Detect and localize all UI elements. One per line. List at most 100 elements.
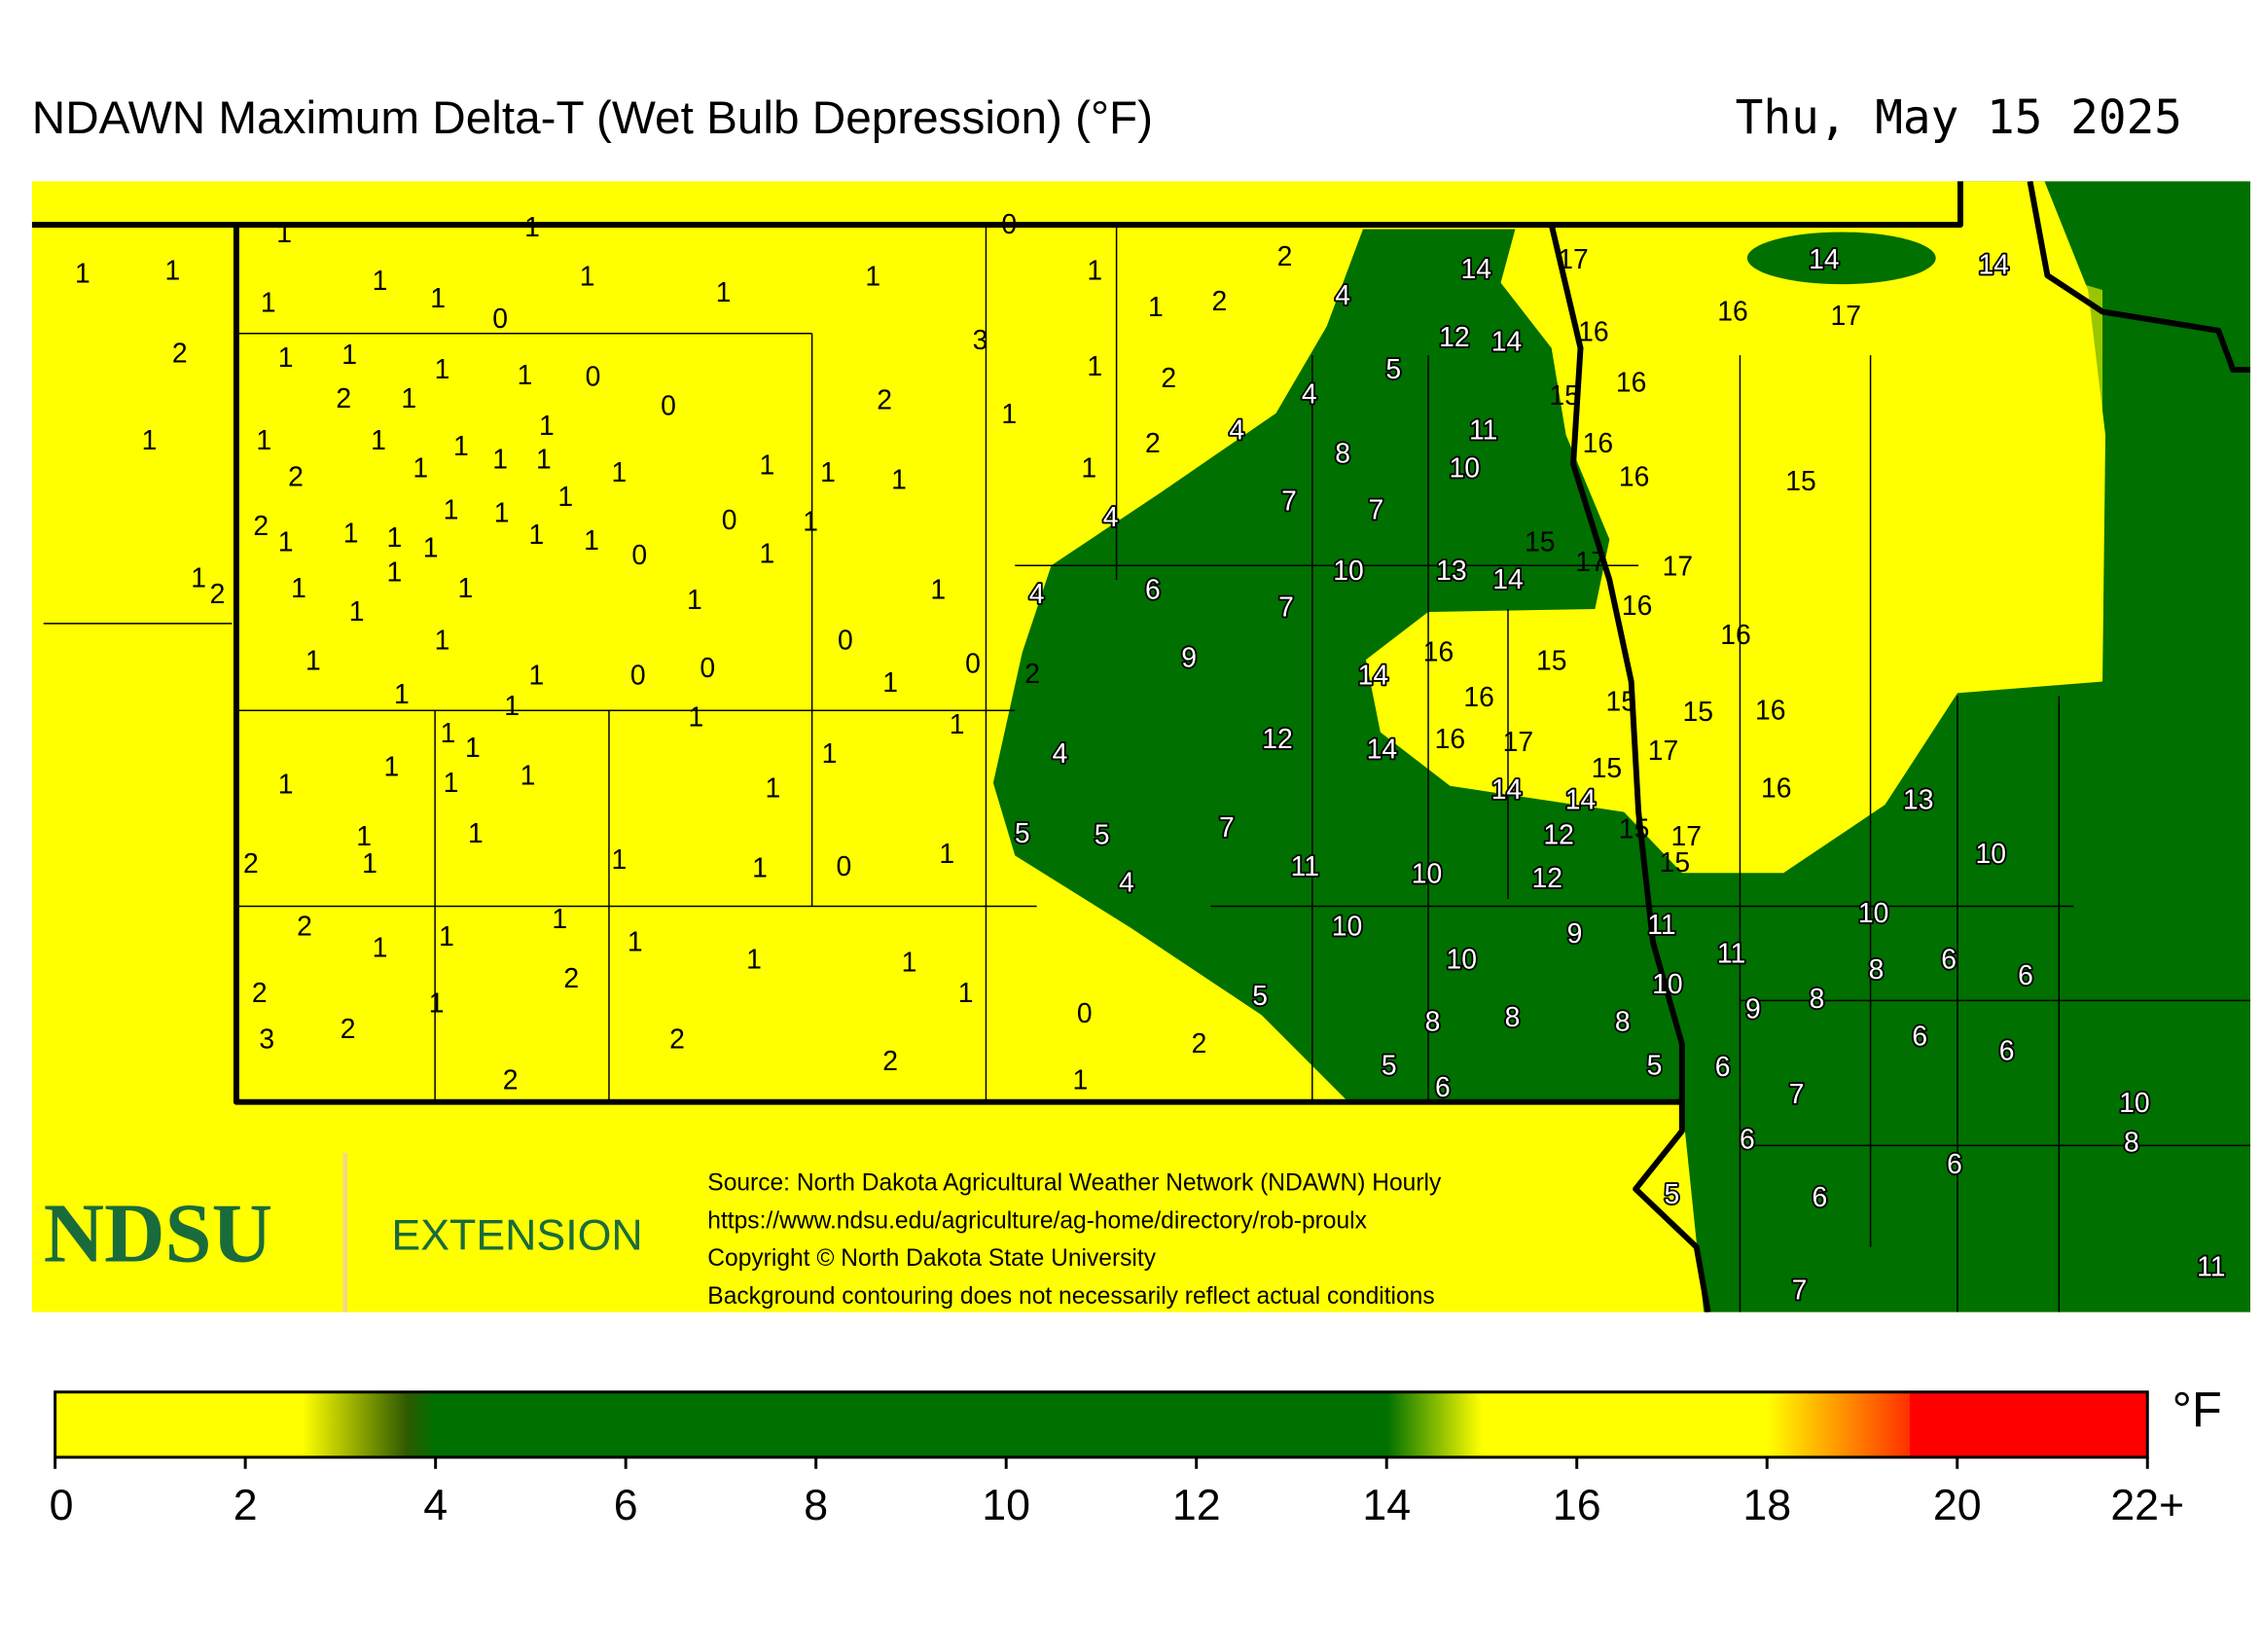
station-value: 1 bbox=[142, 424, 158, 455]
station-value: 12 bbox=[1439, 321, 1469, 352]
station-value: 10 bbox=[1450, 451, 1480, 483]
station-value: 0 bbox=[1001, 208, 1017, 239]
station-value: 1 bbox=[539, 410, 555, 441]
station-value: 1 bbox=[343, 517, 359, 548]
station-value: 2 bbox=[877, 383, 892, 414]
station-value: 8 bbox=[1869, 953, 1885, 985]
station-value: 5 bbox=[1095, 818, 1110, 849]
station-value: 1 bbox=[341, 339, 357, 370]
station-value: 2 bbox=[341, 1013, 356, 1044]
station-value: 1 bbox=[902, 947, 917, 978]
tick-label: 14 bbox=[1362, 1482, 1411, 1529]
station-value: 17 bbox=[1831, 300, 1861, 331]
station-value: 14 bbox=[1491, 773, 1522, 805]
station-value: 8 bbox=[1810, 983, 1825, 1014]
station-value: 17 bbox=[1558, 243, 1588, 274]
station-value: 8 bbox=[1615, 1006, 1631, 1037]
station-value: 1 bbox=[465, 732, 481, 763]
station-value: 16 bbox=[1720, 619, 1750, 650]
station-value: 1 bbox=[1087, 255, 1102, 286]
logo-unit: EXTENSION bbox=[391, 1212, 642, 1260]
contour-green bbox=[1746, 232, 1936, 285]
station-value: 1 bbox=[435, 353, 450, 384]
station-value: 1 bbox=[441, 717, 456, 748]
station-value: 3 bbox=[259, 1024, 274, 1055]
station-value: 14 bbox=[1358, 659, 1388, 690]
station-value: 12 bbox=[1531, 862, 1562, 893]
station-value: 16 bbox=[1423, 636, 1454, 667]
station-value: 1 bbox=[75, 258, 90, 289]
station-value: 0 bbox=[965, 648, 981, 679]
station-value: 1 bbox=[261, 286, 276, 317]
station-value: 2 bbox=[172, 338, 188, 369]
station-value: 1 bbox=[716, 276, 732, 307]
station-value: 15 bbox=[1619, 812, 1649, 844]
station-value: 2 bbox=[297, 910, 312, 941]
station-value: 1 bbox=[504, 690, 520, 721]
station-value: 6 bbox=[1715, 1051, 1731, 1082]
station-value: 7 bbox=[1281, 485, 1297, 517]
source-line: Source: North Dakota Agricultural Weathe… bbox=[707, 1170, 1442, 1197]
contour-yellow bbox=[1365, 181, 2106, 874]
station-value: 1 bbox=[612, 456, 628, 487]
station-value: 1 bbox=[803, 506, 818, 537]
station-value: 9 bbox=[1181, 642, 1197, 673]
station-value: 2 bbox=[1161, 362, 1176, 393]
station-value: 12 bbox=[1543, 818, 1573, 849]
station-value: 1 bbox=[536, 443, 552, 474]
station-value: 16 bbox=[1622, 590, 1652, 621]
station-value: 1 bbox=[628, 926, 643, 957]
station-value: 7 bbox=[1792, 1274, 1808, 1305]
station-value: 0 bbox=[630, 659, 646, 690]
station-value: 10 bbox=[1652, 968, 1682, 999]
station-value: 1 bbox=[373, 932, 388, 963]
station-value: 1 bbox=[413, 451, 428, 483]
tick-label: 20 bbox=[1933, 1482, 1982, 1529]
station-value: 1 bbox=[494, 497, 510, 528]
station-value: 2 bbox=[1024, 658, 1040, 689]
station-value: 4 bbox=[1119, 867, 1134, 898]
station-value: 1 bbox=[760, 537, 775, 568]
station-value: 1 bbox=[191, 562, 206, 593]
station-value: 2 bbox=[882, 1045, 898, 1076]
station-value: 16 bbox=[1578, 315, 1608, 346]
station-value: 16 bbox=[1755, 694, 1785, 725]
station-value: 15 bbox=[1549, 379, 1579, 411]
tick-label: 16 bbox=[1553, 1482, 1601, 1529]
station-value: 10 bbox=[1333, 555, 1363, 586]
station-value: 1 bbox=[430, 282, 446, 313]
station-value: 17 bbox=[1648, 735, 1678, 766]
station-value: 2 bbox=[1192, 1027, 1207, 1059]
tick-label: 22+ bbox=[2110, 1482, 2184, 1529]
station-value: 1 bbox=[584, 524, 599, 556]
station-value: 14 bbox=[1491, 326, 1522, 357]
station-value: 11 bbox=[2197, 1251, 2225, 1282]
station-value: 5 bbox=[1252, 980, 1268, 1011]
station-value: 11 bbox=[1717, 938, 1745, 969]
station-value: 15 bbox=[1592, 752, 1622, 783]
station-value: 1 bbox=[453, 430, 469, 461]
station-value: 1 bbox=[820, 456, 836, 487]
station-value: 1 bbox=[529, 519, 545, 550]
station-value: 2 bbox=[669, 1024, 685, 1055]
station-value: 6 bbox=[1145, 574, 1161, 605]
state-border bbox=[1548, 224, 1711, 1312]
station-value: 17 bbox=[1575, 546, 1605, 577]
tick-label: 12 bbox=[1172, 1482, 1221, 1529]
station-value: 1 bbox=[760, 449, 775, 480]
station-value: 9 bbox=[1745, 992, 1761, 1024]
state-border bbox=[31, 181, 2251, 1105]
station-value: 1 bbox=[865, 261, 880, 292]
colorbar bbox=[54, 1390, 2149, 1459]
source-line: https://www.ndsu.edu/agriculture/ag-home… bbox=[707, 1207, 1367, 1234]
station-value: 2 bbox=[253, 510, 269, 541]
station-value: 1 bbox=[439, 920, 454, 952]
station-value: 7 bbox=[1278, 591, 1294, 622]
station-value: 15 bbox=[1660, 846, 1690, 878]
station-value: 1 bbox=[384, 750, 400, 781]
map-date: Thu, May 15 2025 bbox=[1736, 91, 2182, 145]
station-value: 10 bbox=[2119, 1087, 2149, 1118]
station-value: 15 bbox=[1785, 465, 1815, 496]
station-value: 4 bbox=[1029, 578, 1045, 609]
